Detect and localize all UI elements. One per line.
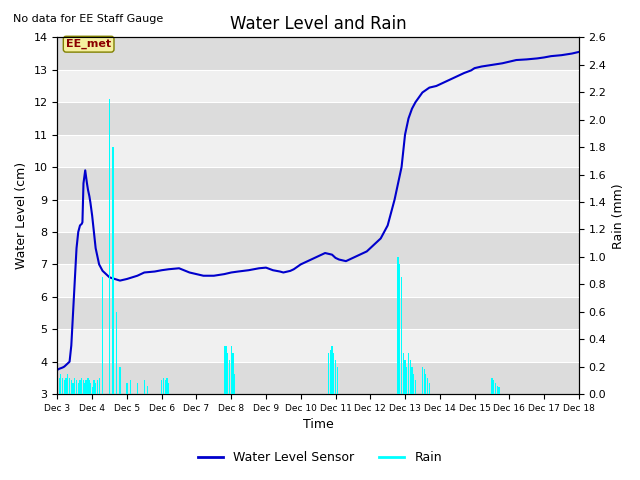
- Bar: [99, 378, 100, 394]
- Bar: [97, 380, 98, 394]
- Bar: [408, 353, 409, 394]
- Bar: [69, 378, 70, 394]
- Bar: [113, 147, 114, 394]
- Bar: [62, 378, 63, 394]
- Bar: [225, 346, 227, 394]
- Bar: [58, 232, 579, 264]
- Bar: [337, 367, 338, 394]
- Bar: [81, 378, 83, 394]
- Bar: [83, 380, 84, 394]
- Bar: [330, 350, 331, 394]
- Y-axis label: Water Level (cm): Water Level (cm): [15, 162, 28, 269]
- X-axis label: Time: Time: [303, 419, 333, 432]
- Legend: Water Level Sensor, Rain: Water Level Sensor, Rain: [193, 446, 447, 469]
- Bar: [67, 373, 68, 394]
- Bar: [58, 102, 579, 134]
- Bar: [492, 378, 493, 394]
- Bar: [413, 373, 414, 394]
- Bar: [495, 383, 496, 394]
- Bar: [79, 380, 81, 394]
- Bar: [147, 386, 148, 394]
- Bar: [102, 277, 103, 394]
- Bar: [328, 353, 329, 394]
- Bar: [422, 367, 423, 394]
- Bar: [76, 380, 77, 394]
- Bar: [58, 362, 579, 394]
- Bar: [227, 353, 228, 394]
- Text: No data for EE Staff Gauge: No data for EE Staff Gauge: [13, 14, 163, 24]
- Bar: [58, 200, 579, 232]
- Bar: [427, 378, 428, 394]
- Bar: [130, 380, 131, 394]
- Bar: [58, 134, 579, 167]
- Bar: [58, 329, 579, 362]
- Bar: [229, 360, 230, 394]
- Bar: [161, 380, 163, 394]
- Bar: [58, 297, 579, 329]
- Bar: [86, 383, 88, 394]
- Bar: [65, 378, 67, 394]
- Bar: [333, 353, 334, 394]
- Bar: [137, 383, 138, 394]
- Bar: [90, 383, 91, 394]
- Bar: [89, 380, 90, 394]
- Bar: [92, 387, 93, 394]
- Bar: [60, 373, 61, 394]
- Bar: [84, 383, 85, 394]
- Bar: [497, 386, 498, 394]
- Bar: [95, 383, 96, 394]
- Bar: [429, 383, 430, 394]
- Bar: [424, 370, 425, 394]
- Bar: [93, 380, 95, 394]
- Bar: [58, 167, 579, 200]
- Bar: [415, 380, 416, 394]
- Bar: [109, 99, 110, 394]
- Bar: [64, 380, 65, 394]
- Bar: [58, 37, 579, 70]
- Bar: [77, 383, 79, 394]
- Bar: [163, 378, 164, 394]
- Bar: [58, 70, 579, 102]
- Text: EE_met: EE_met: [66, 39, 111, 49]
- Bar: [70, 380, 72, 394]
- Bar: [58, 378, 60, 394]
- Bar: [335, 360, 336, 394]
- Bar: [74, 378, 76, 394]
- Bar: [168, 383, 169, 394]
- Bar: [332, 346, 333, 394]
- Bar: [401, 277, 402, 394]
- Bar: [234, 373, 236, 394]
- Bar: [410, 360, 411, 394]
- Bar: [126, 383, 127, 394]
- Title: Water Level and Rain: Water Level and Rain: [230, 15, 406, 33]
- Bar: [493, 380, 494, 394]
- Y-axis label: Rain (mm): Rain (mm): [612, 183, 625, 249]
- Bar: [58, 264, 579, 297]
- Bar: [85, 380, 86, 394]
- Bar: [230, 346, 232, 394]
- Bar: [399, 264, 401, 394]
- Bar: [403, 353, 404, 394]
- Bar: [164, 380, 166, 394]
- Bar: [166, 378, 168, 394]
- Bar: [72, 383, 74, 394]
- Bar: [406, 367, 408, 394]
- Bar: [144, 380, 145, 394]
- Bar: [232, 353, 234, 394]
- Bar: [412, 367, 413, 394]
- Bar: [397, 257, 399, 394]
- Bar: [404, 360, 406, 394]
- Bar: [116, 312, 117, 394]
- Bar: [223, 346, 225, 394]
